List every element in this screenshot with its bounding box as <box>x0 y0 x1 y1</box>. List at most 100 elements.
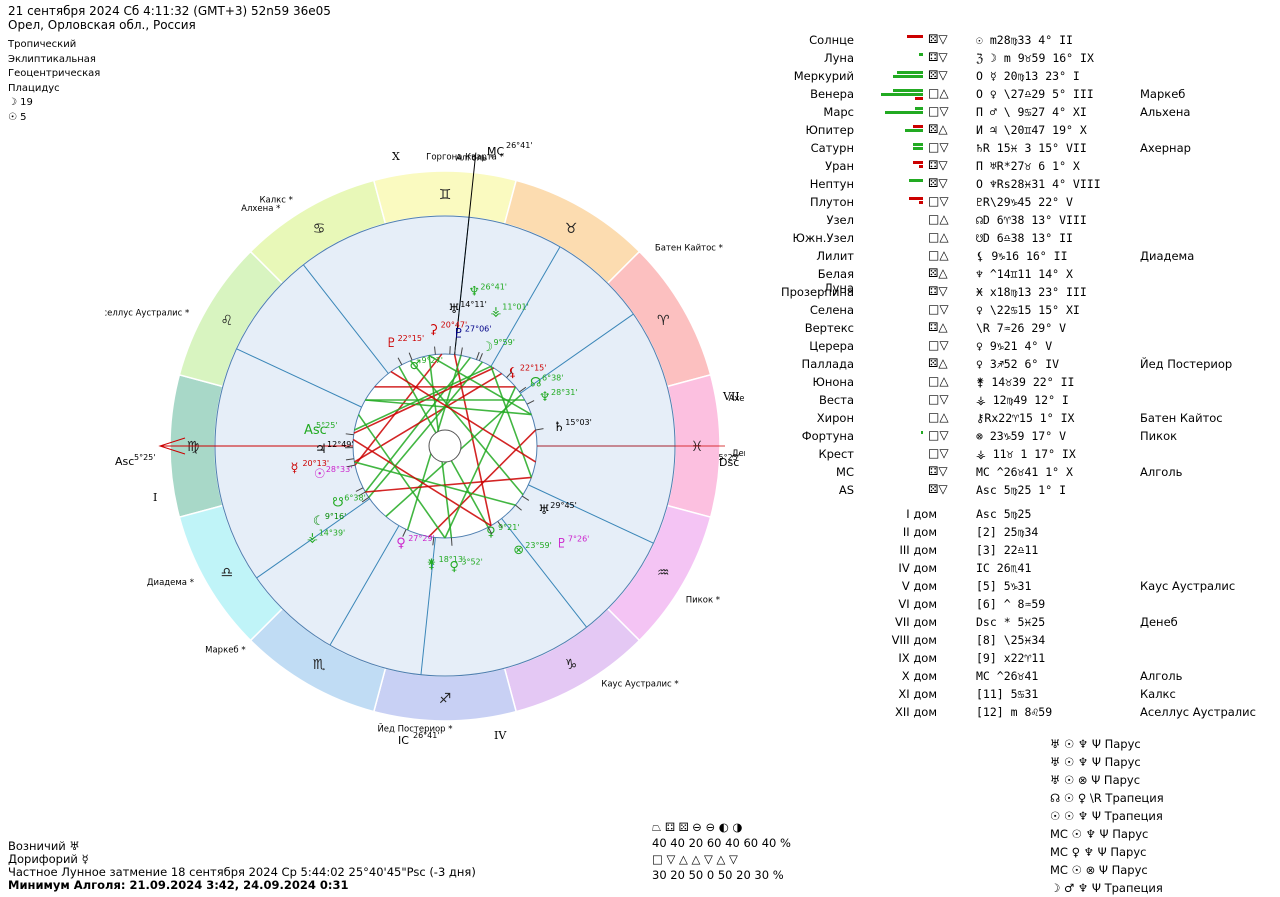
aspect-figure-item[interactable]: MC ☉ ♆ Ψ Парус <box>1050 825 1164 843</box>
planet-degree: 7°26' <box>568 534 589 543</box>
planet-name: Хирон <box>817 411 854 425</box>
stats-icons-1: ⏢ ⚃ ⚄ ⊖ ⊖ ◐ ◑ <box>652 820 791 836</box>
planet-row[interactable]: Веста□▽⚶ 12♍49 12° I <box>790 391 1270 409</box>
planet-glyph: ☾ <box>313 514 325 529</box>
chart-footer: Возничий ♅ Дорифорий ☿ Частное Лунное за… <box>8 840 476 892</box>
planet-strength-bar <box>875 179 923 183</box>
house-row[interactable]: VI дом[6] ^ 8♒59 <box>790 595 1270 613</box>
house-row[interactable]: VIII дом[8] \25♓34 <box>790 631 1270 649</box>
strength-segment <box>893 89 923 92</box>
sign-glyph-7: ♒ <box>657 565 670 581</box>
planet-row[interactable]: Юнона□△⚵ 14♉39 22° II <box>790 373 1270 391</box>
planet-name: AS <box>839 483 854 497</box>
house-name: XI дом <box>898 687 937 701</box>
sign-glyph-9: ♐ <box>439 691 452 707</box>
planet-row[interactable]: Прозерпина⚃▽Ӿ x18♍13 23° III <box>790 283 1270 301</box>
planet-position: И ♃ \20♊47 19° X <box>976 123 1087 137</box>
planet-name: Прозерпина <box>781 285 854 299</box>
aspect-figure-item[interactable]: MC ♀ ♆ Ψ Парус <box>1050 843 1164 861</box>
planet-element-icons: □▽ <box>928 140 949 154</box>
house-row[interactable]: IX дом[9] x22♈11 <box>790 649 1270 667</box>
planet-name: Церера <box>809 339 854 353</box>
planet-position: ℨ ☽ m 9♉59 16° IX <box>976 51 1094 65</box>
sign-glyph-4: ♉ <box>565 221 578 237</box>
house-row[interactable]: II дом[2] 25♍34 <box>790 523 1270 541</box>
planet-row[interactable]: Селена□▽♀ \22♋15 15° XI <box>790 301 1270 319</box>
planet-element-icons: □△ <box>928 248 949 262</box>
planet-degree: 9°21' <box>498 523 519 532</box>
planet-name: Венера <box>810 87 854 101</box>
aspect-figure-item[interactable]: ♅ ☉ ♆ Ψ Парус <box>1050 753 1164 771</box>
planet-position: O ♀ \27♎29 5° III <box>976 87 1094 101</box>
aspect-figure-item[interactable]: ♅ ☉ ♆ Ψ Парус <box>1050 735 1164 753</box>
aspect-figure-item[interactable]: ☽ ♂ ♆ Ψ Трапеция <box>1050 879 1164 897</box>
planet-glyph: ☋ <box>332 495 344 510</box>
planet-row[interactable]: Юпитер⚄△И ♃ \20♊47 19° X <box>790 121 1270 139</box>
house-position: [3] 22♎11 <box>976 543 1038 557</box>
planet-row[interactable]: Узел□△☊D 6♈38 13° VIII <box>790 211 1270 229</box>
planet-row[interactable]: Южн.Узел□△☋D 6♎38 13° II <box>790 229 1270 247</box>
planet-degree: 11°01' <box>502 303 529 312</box>
planet-position: Π ♂ \ 9♋27 4° XI <box>976 105 1087 119</box>
planet-row[interactable]: Белая Луна⚄△♆ ^14♊11 14° X <box>790 265 1270 283</box>
planet-row[interactable]: Луна⚃▽ℨ ☽ m 9♉59 16° IX <box>790 49 1270 67</box>
planet-row[interactable]: AS⚄▽Asc 5♍25 1° I <box>790 481 1270 499</box>
planet-fixed-star: Альхена <box>1140 105 1190 119</box>
fixed-star-label: Аселлус Аустралис * <box>105 309 189 319</box>
planet-element-icons: ⚄△ <box>928 266 948 280</box>
house-fixed-star: Алголь <box>1140 669 1182 683</box>
planet-name: Луна <box>824 51 854 65</box>
planet-glyph: ♅ <box>448 302 460 317</box>
planet-degree: 5°25' <box>316 421 337 430</box>
planet-row[interactable]: Уран⚃▽Π ♅R*27♉ 6 1° X <box>790 157 1270 175</box>
planet-row[interactable]: Церера□▽♀ 9♑21 4° V <box>790 337 1270 355</box>
strength-segment <box>893 75 923 78</box>
planet-row[interactable]: Солнце⚄▽☉ m28♍33 4° II <box>790 31 1270 49</box>
aspect-figure-item[interactable]: ☊ ☉ ♀ \R Трапеция <box>1050 789 1164 807</box>
planet-glyph: ⚶ <box>307 531 318 546</box>
planet-element-icons: □△ <box>928 86 949 100</box>
house-name: IV дом <box>898 561 937 575</box>
house-name: VII дом <box>895 615 937 629</box>
planet-degree: 18°13' <box>439 555 466 564</box>
planet-position: ♆ ^14♊11 14° X <box>976 267 1073 281</box>
planet-row[interactable]: Крест□▽⚶ 11♉ 1 17° IX <box>790 445 1270 463</box>
planet-row[interactable]: Меркурий⚄▽O ☿ 20♍13 23° I <box>790 67 1270 85</box>
sign-glyph-2: ♋ <box>313 221 326 237</box>
aspect-figure-item[interactable]: MC ☉ ⊗ Ψ Парус <box>1050 861 1164 879</box>
chart-settings: Тропический Эклиптикальная Геоцентрическ… <box>8 38 100 125</box>
planet-position: ⚶ 11♉ 1 17° IX <box>976 447 1076 461</box>
planet-name: Веста <box>819 393 854 407</box>
house-position: [8] \25♓34 <box>976 633 1045 647</box>
aspect-figure-item[interactable]: ♅ ☉ ⊗ Ψ Парус <box>1050 771 1164 789</box>
planet-element-icons: ⚄▽ <box>928 176 948 190</box>
planet-strength-bar <box>875 125 923 133</box>
planet-row[interactable]: Вертекс⚃△\R 7♒26 29° V <box>790 319 1270 337</box>
strength-segment <box>905 129 923 132</box>
planet-element-icons: □▽ <box>928 338 949 352</box>
planet-name: Вертекс <box>805 321 854 335</box>
house-row[interactable]: III дом[3] 22♎11 <box>790 541 1270 559</box>
aspect-figures-list: ♅ ☉ ♆ Ψ Парус♅ ☉ ♆ Ψ Парус♅ ☉ ⊗ Ψ Парус☊… <box>1050 735 1164 897</box>
planet-row[interactable]: Плутон□▽♇R\29♑45 22° V <box>790 193 1270 211</box>
aspect-figure-item[interactable]: ☉ ☉ ♆ Ψ Трапеция <box>1050 807 1164 825</box>
planet-row[interactable]: Нептун⚄▽O ♆Rs28♓31 4° VIII <box>790 175 1270 193</box>
planet-name: Фортуна <box>802 429 854 443</box>
mc-degree: 26°41' <box>506 141 533 150</box>
